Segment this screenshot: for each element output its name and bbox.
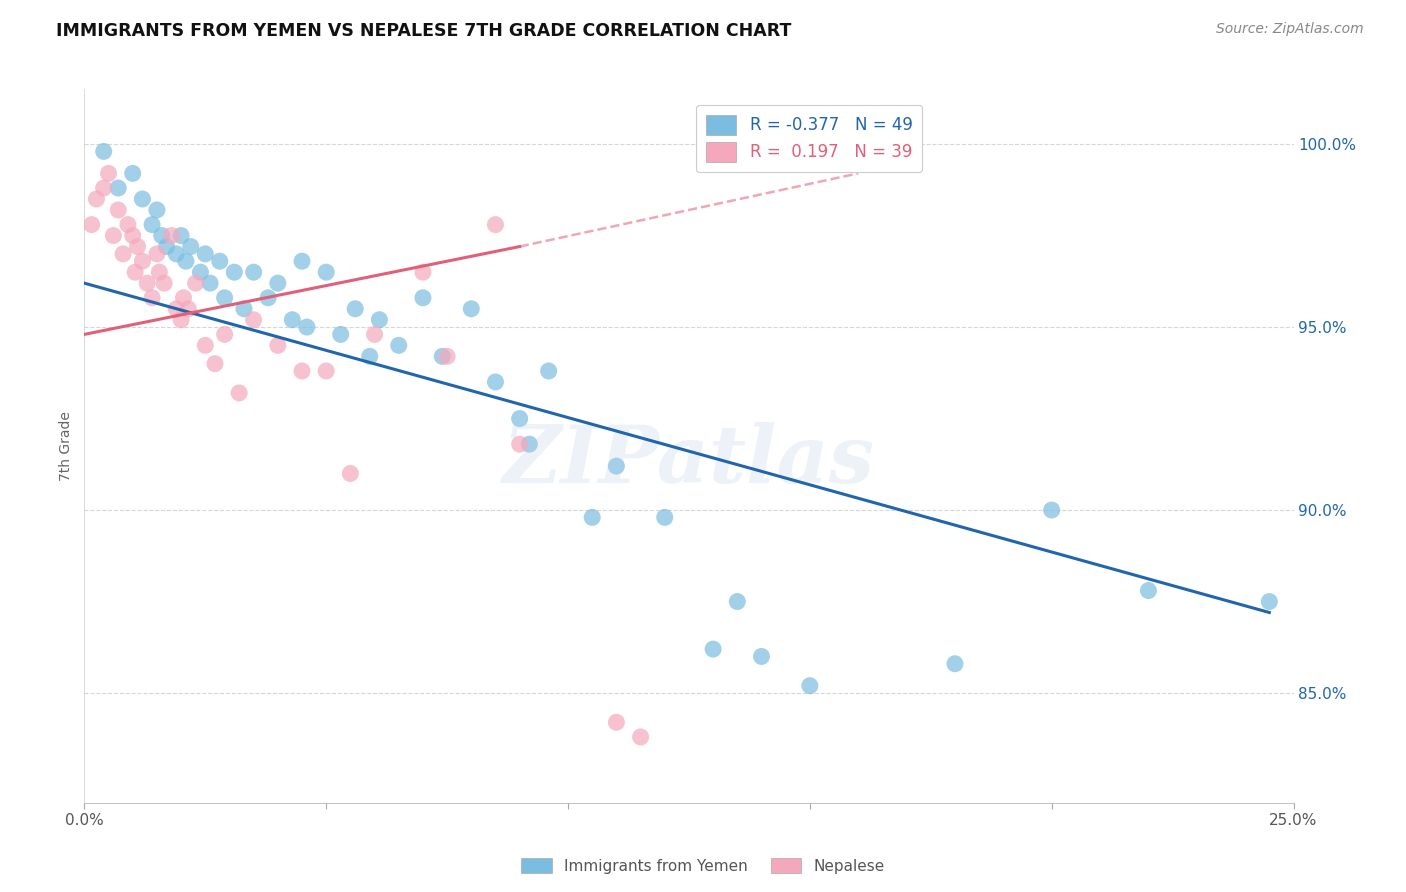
Point — [605, 715, 627, 730]
Point — [141, 291, 163, 305]
Point — [194, 247, 217, 261]
Point — [725, 594, 748, 608]
Point — [117, 218, 139, 232]
Point — [146, 247, 169, 261]
Point — [517, 437, 540, 451]
Point — [291, 254, 314, 268]
Legend: Immigrants from Yemen, Nepalese: Immigrants from Yemen, Nepalese — [515, 852, 891, 880]
Point — [242, 265, 264, 279]
Point — [180, 239, 202, 253]
Point — [412, 291, 434, 305]
Point — [184, 276, 207, 290]
Point — [127, 239, 149, 253]
Point — [267, 276, 290, 290]
Point — [121, 166, 143, 180]
Point — [155, 239, 177, 253]
Point — [136, 276, 159, 290]
Y-axis label: 7th Grade: 7th Grade — [59, 411, 73, 481]
Legend: R = -0.377   N = 49, R =  0.197   N = 39: R = -0.377 N = 49, R = 0.197 N = 39 — [696, 104, 922, 172]
Point — [131, 192, 153, 206]
Point — [1040, 503, 1063, 517]
Point — [170, 312, 193, 326]
Point — [174, 254, 197, 268]
Point — [654, 510, 676, 524]
Point — [339, 467, 361, 481]
Point — [267, 338, 290, 352]
Point — [160, 228, 183, 243]
Point — [630, 730, 652, 744]
Point — [177, 301, 200, 316]
Point — [214, 291, 236, 305]
Point — [702, 642, 724, 657]
Point — [537, 364, 560, 378]
Point — [107, 181, 129, 195]
Point — [359, 349, 381, 363]
Point — [224, 265, 246, 279]
Point — [190, 265, 212, 279]
Point — [198, 276, 221, 290]
Point — [124, 265, 146, 279]
Point — [605, 459, 627, 474]
Point — [103, 228, 125, 243]
Point — [581, 510, 603, 524]
Point — [257, 291, 280, 305]
Point — [432, 349, 454, 363]
Point — [97, 166, 120, 180]
Point — [1137, 583, 1160, 598]
Point — [388, 338, 411, 352]
Point — [204, 357, 226, 371]
Point — [170, 228, 193, 243]
Point — [484, 218, 506, 232]
Point — [165, 301, 187, 316]
Point — [281, 312, 304, 326]
Point — [80, 218, 103, 232]
Point — [484, 375, 506, 389]
Point — [141, 218, 163, 232]
Point — [173, 291, 195, 305]
Text: IMMIGRANTS FROM YEMEN VS NEPALESE 7TH GRADE CORRELATION CHART: IMMIGRANTS FROM YEMEN VS NEPALESE 7TH GR… — [56, 22, 792, 40]
Point — [146, 202, 169, 217]
Point — [112, 247, 135, 261]
Point — [291, 364, 314, 378]
Text: ZIPatlas: ZIPatlas — [503, 422, 875, 499]
Point — [153, 276, 176, 290]
Point — [363, 327, 385, 342]
Point — [509, 437, 531, 451]
Point — [228, 386, 250, 401]
Point — [344, 301, 367, 316]
Point — [194, 338, 217, 352]
Point — [121, 228, 143, 243]
Point — [93, 145, 115, 159]
Point — [150, 228, 173, 243]
Point — [412, 265, 434, 279]
Point — [943, 657, 966, 671]
Point — [131, 254, 153, 268]
Point — [315, 364, 337, 378]
Text: Source: ZipAtlas.com: Source: ZipAtlas.com — [1216, 22, 1364, 37]
Point — [107, 202, 129, 217]
Point — [295, 320, 318, 334]
Point — [460, 301, 482, 316]
Point — [509, 411, 531, 425]
Point — [93, 181, 115, 195]
Point — [242, 312, 264, 326]
Point — [214, 327, 236, 342]
Point — [329, 327, 352, 342]
Point — [436, 349, 458, 363]
Point — [233, 301, 256, 316]
Point — [751, 649, 773, 664]
Point — [208, 254, 231, 268]
Point — [799, 679, 821, 693]
Point — [1258, 594, 1281, 608]
Point — [148, 265, 170, 279]
Point — [368, 312, 391, 326]
Point — [86, 192, 108, 206]
Point — [165, 247, 187, 261]
Point — [315, 265, 337, 279]
